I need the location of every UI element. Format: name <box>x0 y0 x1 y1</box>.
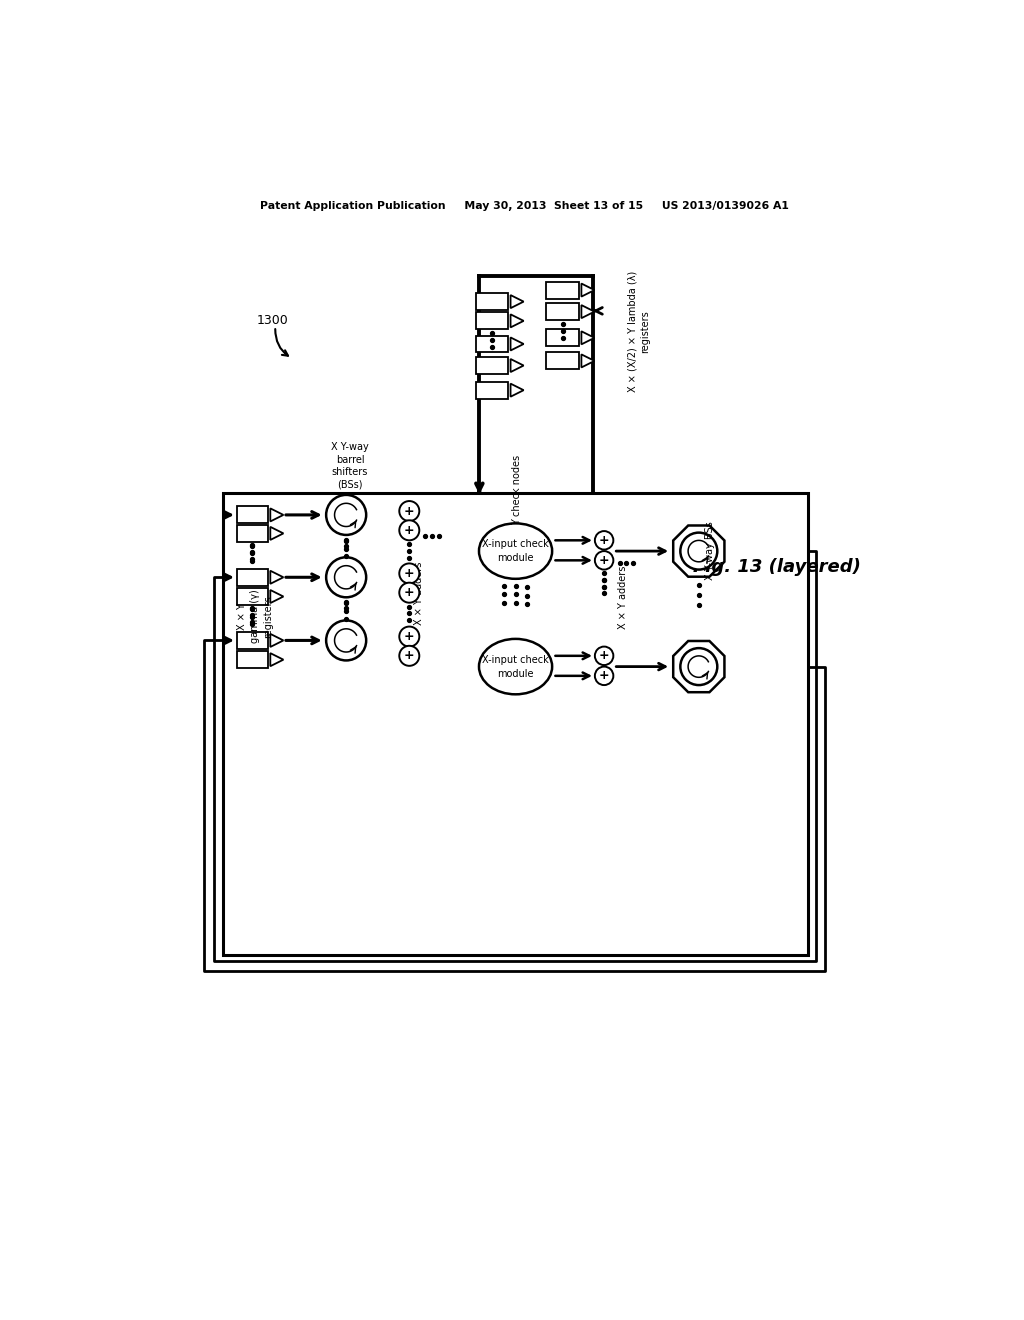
Bar <box>547 352 579 370</box>
Bar <box>237 569 267 586</box>
Bar <box>223 494 808 956</box>
Polygon shape <box>511 359 523 372</box>
Text: X × Y
gamma (γ)
registers: X × Y gamma (γ) registers <box>238 590 273 643</box>
Text: Fig. 13 (layered): Fig. 13 (layered) <box>693 557 861 576</box>
Circle shape <box>399 564 419 583</box>
Text: +: + <box>404 566 415 579</box>
Polygon shape <box>270 653 284 667</box>
Circle shape <box>399 627 419 647</box>
Text: +: + <box>404 630 415 643</box>
Circle shape <box>680 648 717 685</box>
Text: Patent Application Publication     May 30, 2013  Sheet 13 of 15     US 2013/0139: Patent Application Publication May 30, 2… <box>260 201 790 211</box>
Circle shape <box>595 647 613 665</box>
Bar <box>237 632 267 649</box>
Polygon shape <box>270 634 284 647</box>
Circle shape <box>680 532 717 570</box>
Bar <box>475 293 508 310</box>
Circle shape <box>595 531 613 549</box>
Polygon shape <box>582 331 595 345</box>
Polygon shape <box>270 570 284 583</box>
Circle shape <box>399 582 419 603</box>
Text: +: + <box>599 554 609 566</box>
Bar <box>237 507 267 524</box>
Polygon shape <box>582 354 595 367</box>
Text: +: + <box>404 649 415 663</box>
Text: X × Y adders: X × Y adders <box>415 562 424 626</box>
Ellipse shape <box>479 639 552 694</box>
Text: X-input check
module: X-input check module <box>482 655 549 678</box>
Polygon shape <box>270 590 284 603</box>
Text: 1300: 1300 <box>257 314 289 326</box>
Text: +: + <box>404 524 415 537</box>
Text: X Y-way BSs: X Y-way BSs <box>705 521 715 581</box>
Bar <box>237 651 267 668</box>
Bar <box>475 335 508 352</box>
Text: +: + <box>599 533 609 546</box>
Bar <box>237 525 267 543</box>
Circle shape <box>326 495 367 535</box>
Bar <box>237 589 267 605</box>
Polygon shape <box>582 284 595 297</box>
Bar <box>547 330 579 346</box>
Polygon shape <box>511 338 523 351</box>
Polygon shape <box>511 314 523 327</box>
Circle shape <box>399 502 419 521</box>
Text: +: + <box>599 669 609 682</box>
Polygon shape <box>673 525 724 577</box>
Polygon shape <box>511 296 523 308</box>
Circle shape <box>326 557 367 597</box>
Polygon shape <box>511 384 523 397</box>
Text: +: + <box>404 586 415 599</box>
Circle shape <box>399 645 419 665</box>
Bar <box>475 358 508 374</box>
Circle shape <box>326 620 367 660</box>
Circle shape <box>595 667 613 685</box>
Text: X-input check
module: X-input check module <box>482 539 549 564</box>
Text: X Y-way
barrel
shifters
(BSs): X Y-way barrel shifters (BSs) <box>331 442 369 490</box>
Bar <box>547 281 579 298</box>
Text: X × Y adders: X × Y adders <box>618 565 629 630</box>
Circle shape <box>595 552 613 570</box>
Text: +: + <box>599 649 609 663</box>
Polygon shape <box>673 642 724 692</box>
Text: X × (X/2) × Y lambda (λ)
registers: X × (X/2) × Y lambda (λ) registers <box>627 271 650 392</box>
Bar <box>475 381 508 399</box>
Polygon shape <box>582 305 595 318</box>
Text: Y check nodes: Y check nodes <box>512 454 522 524</box>
Bar <box>547 304 579 321</box>
Ellipse shape <box>479 523 552 578</box>
Polygon shape <box>270 508 284 521</box>
Polygon shape <box>270 527 284 540</box>
Bar <box>475 313 508 330</box>
Circle shape <box>399 520 419 540</box>
Text: +: + <box>404 504 415 517</box>
